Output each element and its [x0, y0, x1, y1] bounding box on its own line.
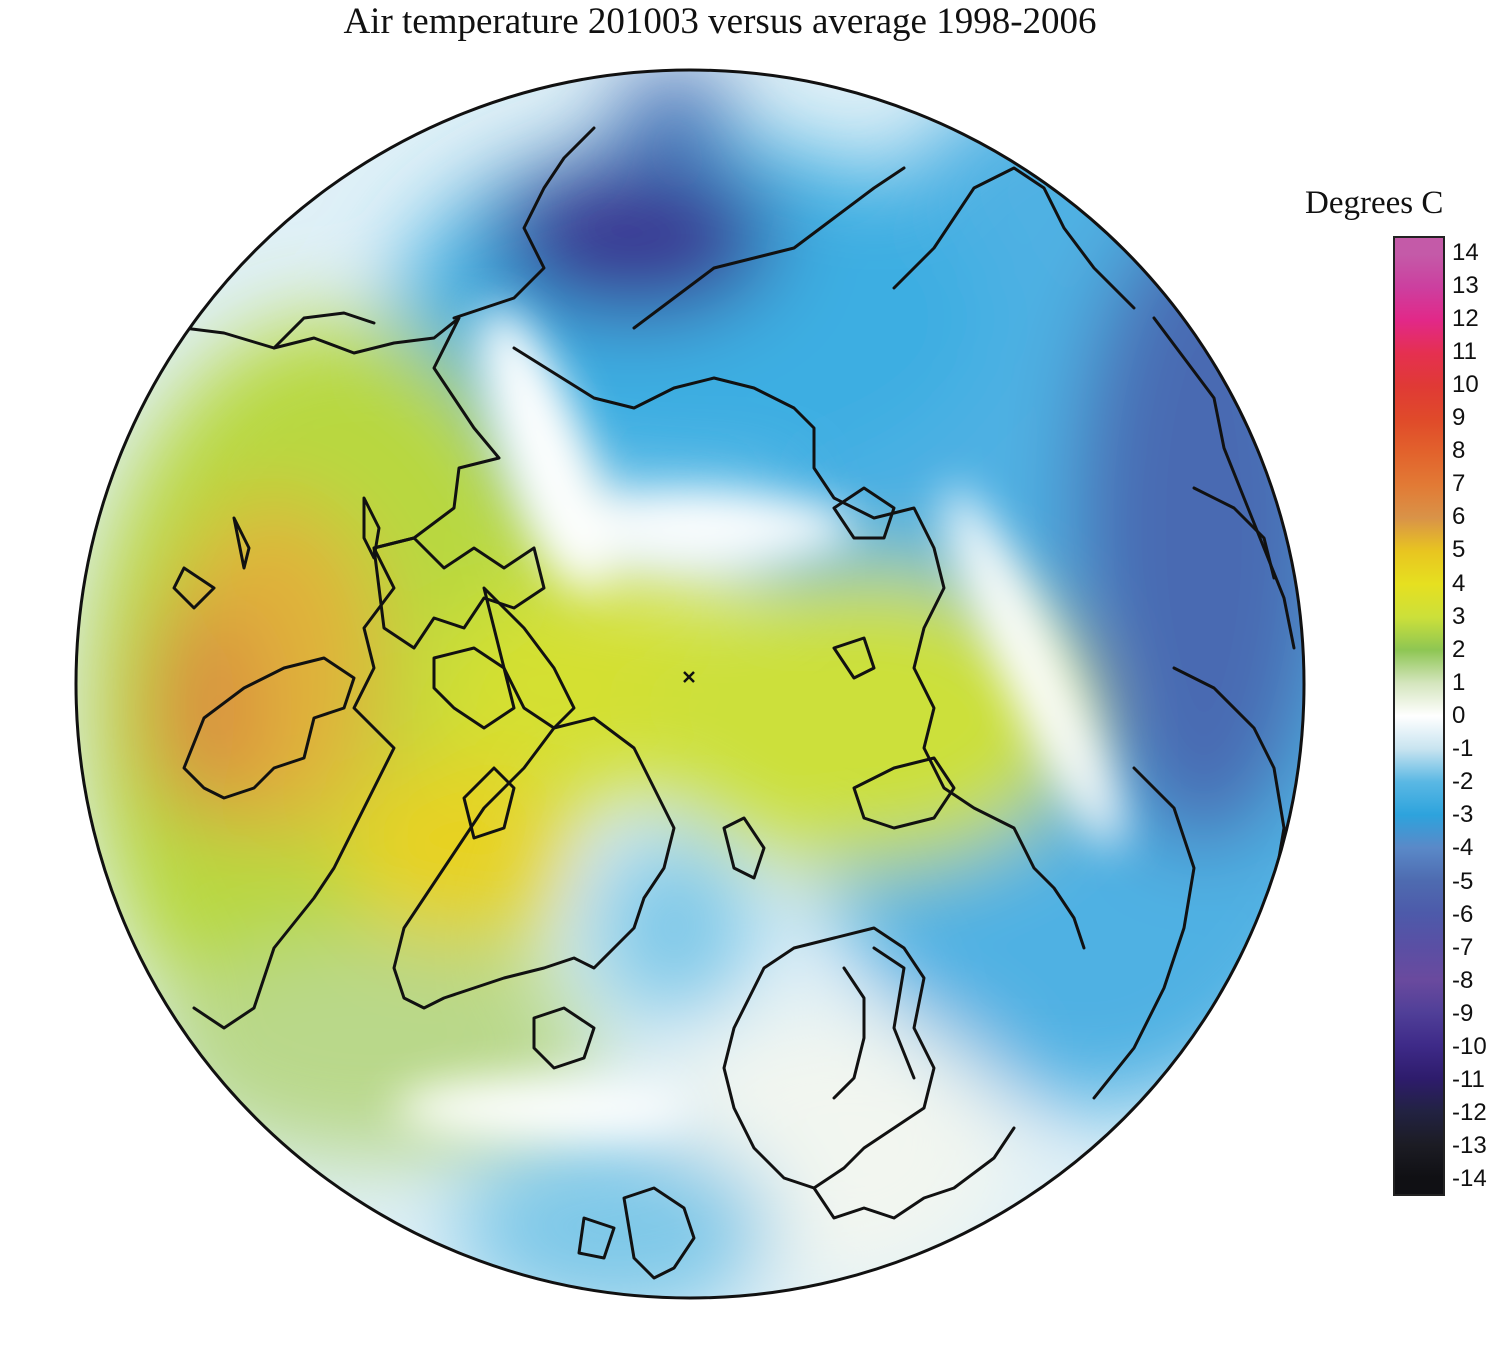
legend-tick-label: 12: [1452, 304, 1479, 332]
legend-tick-label: 14: [1452, 238, 1479, 266]
color-scale-bar: [1393, 236, 1445, 1196]
legend-tick-label: -9: [1452, 999, 1474, 1027]
legend-tick-label: -13: [1452, 1132, 1487, 1160]
legend-tick-label: -5: [1452, 867, 1474, 895]
legend-tick-label: -7: [1452, 933, 1474, 961]
legend-tick-label: 9: [1452, 404, 1466, 432]
legend-tick-label: -11: [1452, 1066, 1485, 1094]
legend-title: Degrees C: [1305, 185, 1444, 221]
legend-tick-label: 13: [1452, 271, 1479, 299]
map-title: Air temperature 201003 versus average 19…: [343, 1, 1097, 42]
legend-tick-label: 6: [1452, 503, 1466, 531]
legend-tick-label: -2: [1452, 768, 1474, 796]
legend-tick-label: 5: [1452, 536, 1466, 564]
legend-tick-label: -14: [1452, 1165, 1487, 1193]
legend-tick-label: -6: [1452, 900, 1474, 928]
legend-tick-label: 0: [1452, 702, 1466, 729]
legend-tick-label: 3: [1452, 602, 1466, 630]
polar-temperature-map: [74, 68, 1306, 1300]
legend-tick-label: -1: [1452, 735, 1474, 763]
legend-tick-label: 1: [1452, 668, 1466, 696]
legend-tick-label: 4: [1452, 569, 1466, 597]
legend-tick-label: 11: [1452, 337, 1477, 365]
legend-tick-label: -8: [1452, 966, 1474, 994]
legend-tick-label: 7: [1452, 470, 1466, 498]
legend-tick-label: -4: [1452, 834, 1474, 862]
legend-tick-label: 8: [1452, 437, 1466, 465]
legend-tick-label: 10: [1452, 370, 1479, 398]
legend-tick-label: -10: [1452, 1033, 1487, 1061]
legend-tick-label: -12: [1452, 1099, 1487, 1127]
legend-tick-label: -3: [1452, 801, 1474, 829]
coastlines: [172, 126, 1296, 1280]
north-pole-marker: [683, 671, 695, 683]
anomaly-field: [76, 70, 1304, 1298]
color-scale-ticks: 14 13 12 11 10 9 8 7 6 5 4 3 2 1 0 -1 -2 -3 -4 -5 -6 -7 -8 -9 -1…: [1452, 236, 1498, 1196]
legend-tick-label: 2: [1452, 635, 1466, 663]
map-boundary: [74, 68, 1306, 1300]
